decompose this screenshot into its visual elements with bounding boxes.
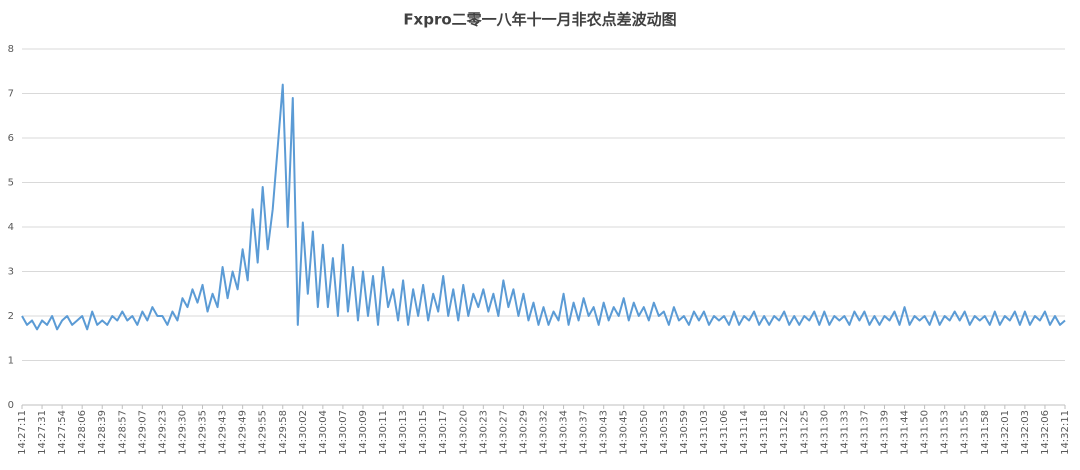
y-tick-label: 5 [8,178,14,189]
x-tick-label: 14:31:03 [699,410,710,455]
x-tick-label: 14:28:39 [97,410,108,455]
x-tick-label: 14:31:37 [859,410,870,455]
chart-title: Fxpro二零一八年十一月非农点差波动图 [403,11,676,29]
x-tick-label: 14:30:29 [518,410,529,455]
x-tick-label: 14:31:50 [920,410,931,455]
x-tick-label: 14:29:58 [278,410,289,455]
y-tick-label: 4 [8,222,14,233]
x-tick-label: 14:29:43 [218,410,229,455]
y-tick-label: 7 [8,89,14,100]
x-tick-label: 14:27:31 [37,410,48,455]
x-tick-label: 14:30:45 [619,410,630,455]
x-tick-label: 14:30:13 [398,410,409,455]
x-tick-label: 14:29:49 [238,410,249,455]
x-tick-label: 14:29:30 [177,410,188,455]
x-tick-label: 14:30:02 [298,410,309,455]
x-tick-label: 14:30:11 [378,410,389,455]
x-tick-label: 14:30:50 [639,410,650,455]
x-tick-label: 14:28:06 [77,410,88,455]
x-tick-label: 14:30:09 [358,410,369,455]
y-tick-label: 3 [8,267,14,278]
x-tick-label: 14:29:07 [137,410,148,455]
x-tick-label: 14:30:27 [498,410,509,455]
x-tick-label: 14:31:33 [839,410,850,455]
x-tick-label: 14:29:55 [258,410,269,455]
y-tick-label: 8 [8,44,14,55]
x-tick-label: 14:27:54 [57,410,68,455]
x-tick-label: 14:30:37 [579,410,590,455]
x-tick-label: 14:30:34 [559,410,570,455]
x-tick-label: 14:32:11 [1060,410,1071,455]
x-tick-label: 14:31:53 [940,410,951,455]
x-tick-label: 14:30:32 [539,410,550,455]
x-tick-label: 14:31:22 [779,410,790,455]
x-tick-label: 14:27:11 [17,410,28,455]
x-tick-label: 14:30:53 [659,410,670,455]
y-tick-label: 1 [8,356,14,367]
x-tick-label: 14:30:43 [599,410,610,455]
x-tick-label: 14:30:23 [478,410,489,455]
y-tick-label: 2 [8,311,14,322]
x-tick-label: 14:31:39 [879,410,890,455]
x-tick-label: 14:31:06 [719,410,730,455]
y-tick-label: 6 [8,133,14,144]
x-tick-label: 14:32:06 [1040,410,1051,455]
x-tick-label: 14:32:03 [1020,410,1031,455]
y-tick-label: 0 [8,400,14,411]
x-tick-label: 14:29:35 [198,410,209,455]
x-tick-label: 14:31:18 [759,410,770,455]
x-tick-label: 14:32:01 [1000,410,1011,455]
x-tick-label: 14:28:57 [117,410,128,455]
x-tick-label: 14:31:30 [819,410,830,455]
x-tick-label: 14:30:17 [438,410,449,455]
x-tick-label: 14:31:44 [900,410,911,455]
x-tick-label: 14:30:04 [318,410,329,455]
x-tick-label: 14:31:55 [960,410,971,455]
x-tick-label: 14:29:23 [157,410,168,455]
x-tick-label: 14:30:59 [679,410,690,455]
x-tick-label: 14:31:58 [980,410,991,455]
series-line [21,83,1066,331]
x-tick-label: 14:30:07 [338,410,349,455]
x-tick-label: 14:30:15 [418,410,429,455]
x-tick-label: 14:31:14 [739,410,750,455]
x-tick-label: 14:31:25 [799,410,810,455]
x-tick-label: 14:30:20 [458,410,469,455]
